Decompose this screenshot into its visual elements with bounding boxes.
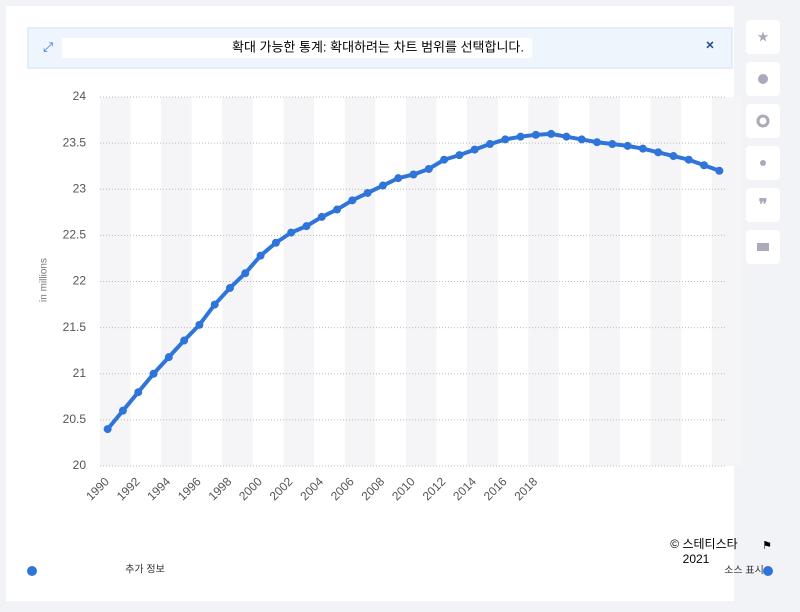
y-tick-label: 21 — [73, 366, 87, 380]
point — [608, 140, 617, 149]
star-icon: ★ — [757, 29, 770, 45]
y-tick-label: 20 — [73, 458, 87, 472]
point — [195, 320, 204, 329]
quote-btn[interactable] — [746, 188, 780, 222]
point — [547, 129, 556, 138]
star-btn[interactable] — [746, 20, 780, 54]
y-tick-label: 22 — [73, 274, 87, 288]
print-icon — [757, 243, 769, 251]
flag-icon[interactable]: ⚑ — [762, 540, 772, 552]
quote-icon: ❞ — [759, 197, 768, 214]
gear-icon — [756, 114, 770, 128]
point — [562, 132, 571, 141]
point — [256, 251, 265, 260]
bell-icon — [758, 74, 768, 84]
banner-box — [62, 38, 532, 58]
point — [669, 152, 678, 161]
point — [103, 425, 112, 434]
share-icon — [760, 160, 766, 166]
point — [271, 238, 280, 247]
source[interactable]: 소스 표시 — [724, 565, 764, 577]
copyright-year: 2021 — [683, 552, 710, 566]
source-icon[interactable] — [763, 566, 773, 576]
y-tick-label: 21.5 — [63, 320, 87, 334]
more-info[interactable]: 추가 정보 — [125, 564, 165, 576]
point — [333, 205, 342, 214]
point — [378, 181, 387, 190]
point — [531, 130, 540, 139]
point — [638, 144, 647, 153]
point — [485, 140, 494, 149]
point — [516, 132, 525, 141]
point — [593, 138, 602, 147]
point — [241, 269, 250, 278]
y-tick-label: 20.5 — [63, 412, 87, 426]
point — [623, 141, 632, 150]
point — [715, 166, 724, 175]
point — [363, 188, 372, 197]
point — [700, 161, 709, 170]
point — [302, 222, 311, 231]
point — [684, 155, 693, 164]
point — [654, 148, 663, 157]
point — [455, 151, 464, 160]
copyright: © 스테티스타 — [670, 537, 737, 551]
point — [118, 406, 127, 415]
y-tick-label: 23 — [73, 181, 87, 195]
stripe — [711, 97, 743, 466]
y-tick-label: 24 — [73, 89, 87, 103]
point — [180, 336, 189, 345]
point — [317, 212, 326, 221]
y-tick-label: 22.5 — [63, 228, 87, 242]
point — [149, 369, 158, 378]
point — [134, 388, 143, 397]
y-axis-label: in millions — [39, 258, 50, 302]
point — [440, 155, 449, 164]
point — [470, 145, 479, 154]
point — [394, 174, 403, 183]
gear-btn[interactable] — [746, 104, 780, 138]
point — [348, 196, 357, 205]
point — [287, 228, 296, 237]
point — [577, 135, 586, 144]
point — [409, 170, 418, 179]
point — [501, 135, 510, 144]
y-tick-label: 23.5 — [63, 135, 87, 149]
point — [424, 164, 433, 173]
point — [164, 353, 173, 362]
expand-icon[interactable]: ⤢ — [43, 39, 53, 54]
info-icon[interactable] — [27, 566, 37, 576]
point — [210, 300, 219, 309]
sidebar: ★ ❞ — [746, 20, 780, 264]
banner-text: 확대 가능한 통계: 확대하려는 차트 범위를 선택합니다. — [232, 39, 524, 54]
point — [225, 283, 234, 292]
close-icon[interactable]: × — [706, 37, 714, 53]
